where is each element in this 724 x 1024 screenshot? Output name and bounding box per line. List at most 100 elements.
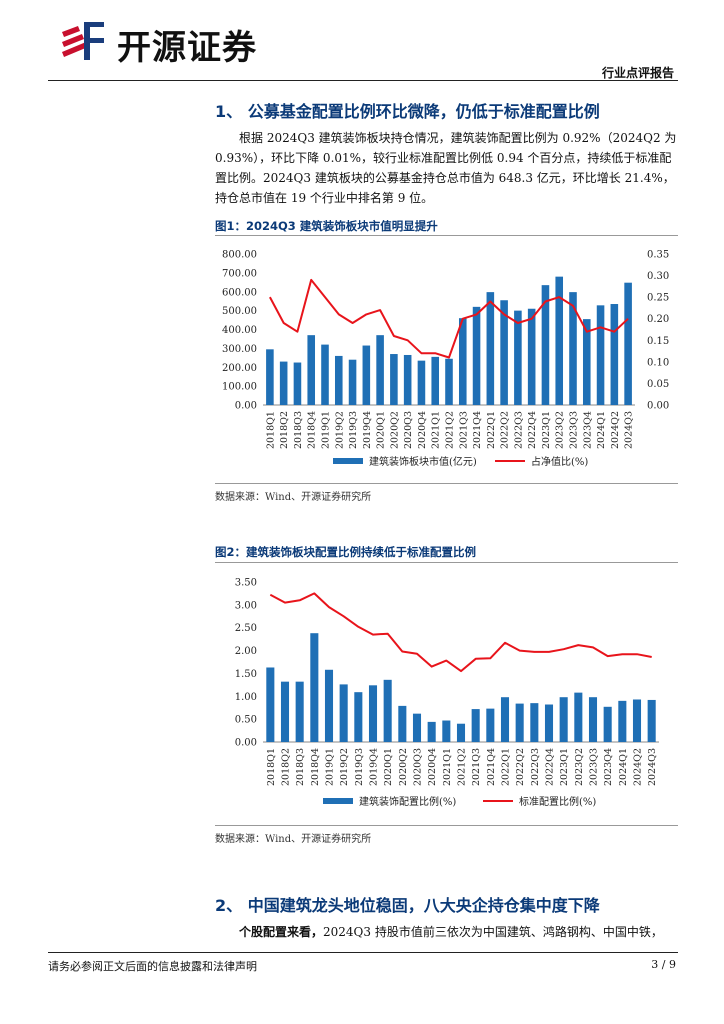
bar: [610, 304, 619, 405]
x-tick-label: 2019Q2: [334, 411, 345, 449]
bar: [412, 713, 422, 742]
x-tick-label: 2021Q4: [486, 748, 497, 786]
bar: [559, 697, 568, 742]
y2-tick-label: 0.35: [647, 250, 669, 261]
bar: [368, 685, 378, 742]
series-line: [269, 278, 629, 359]
y-tick-label: 500.00: [222, 306, 257, 317]
figure1-title: 图1：2024Q3 建筑装饰板块市值明显提升: [215, 219, 438, 233]
section2-title: 2、 中国建筑龙头地位稳固，八大央企持仓集中度下降: [215, 896, 600, 915]
para-line: 置比例。2024Q3 建筑板块的公募基金持仓总市值为 648.3 亿元，环比增长…: [215, 171, 675, 185]
footer-disclaimer: 请务必参阅正文后面的信息披露和法律声明: [48, 960, 257, 973]
x-tick-label: 2022Q3: [530, 748, 541, 786]
x-tick-label: 2020Q4: [427, 748, 438, 786]
bar: [618, 700, 627, 742]
y-tick-label: 0.50: [235, 715, 257, 726]
y-tick-label: 2.50: [235, 623, 257, 634]
chart2: 0.00 0.50 1.00 1.50 2.00 2.50 3.00 3.50 2018Q1 20…: [235, 578, 659, 808]
x-tick-label: 2019Q2: [339, 748, 350, 786]
y-tick-label: 1.00: [235, 692, 257, 703]
bar: [417, 360, 426, 405]
y2-tick-label: 0.25: [647, 293, 669, 304]
x-tick-label: 2019Q4: [362, 411, 373, 449]
y2-tick-label: 0.20: [647, 314, 669, 325]
bar: [431, 356, 440, 405]
x-tick-label: 2021Q3: [458, 411, 469, 449]
bar: [544, 704, 554, 742]
figure1-source: 数据来源：Wind、开源证券研究所: [215, 492, 372, 503]
y2-tick-label: 0.00: [647, 401, 669, 412]
bar: [541, 285, 550, 405]
x-tick-label: 2019Q1: [321, 411, 332, 449]
bar: [456, 723, 466, 742]
x-tick-label: 2021Q1: [431, 411, 442, 449]
chart1: 0.00 100.00 200.00 300.00 400.00 500.00 600.00…: [222, 250, 669, 469]
legend-bar-label: 建筑装饰配置比例(%): [359, 795, 456, 808]
y-tick-label: 0.00: [235, 401, 257, 412]
x-tick-label: 2018Q4: [307, 411, 318, 449]
series-line: [269, 592, 652, 673]
x-tick-label: 2020Q1: [383, 748, 394, 786]
x-tick-label: 2023Q2: [555, 411, 566, 449]
figure2-source: 数据来源：Wind、开源证券研究所: [215, 834, 372, 845]
x-tick-label: 2021Q2: [445, 411, 456, 449]
x-tick-label: 2022Q1: [501, 748, 512, 786]
x-tick-label: 2024Q3: [647, 748, 658, 786]
x-tick-label: 2024Q3: [624, 411, 635, 449]
legend-bar-label: 建筑装饰板块市值(亿元): [369, 455, 477, 468]
y-tick-label: 1.50: [235, 669, 257, 680]
header-rule: [48, 80, 678, 81]
bar: [527, 308, 536, 405]
figure2-top-rule: [215, 562, 678, 563]
x-tick-label: 2018Q4: [310, 748, 321, 786]
bar: [334, 355, 343, 405]
figure2-title: 图2：建筑装饰板块配置比例持续低于标准配置比例: [215, 545, 476, 559]
figure2-bottom-rule: [215, 825, 678, 826]
x-tick-label: 2022Q1: [486, 411, 497, 449]
x-tick-label: 2022Q4: [527, 411, 538, 449]
bar: [472, 306, 481, 405]
x-tick-label: 2020Q3: [413, 748, 424, 786]
y2-tick-label: 0.05: [647, 379, 669, 390]
bar: [574, 692, 583, 742]
x-tick-label: 2018Q3: [293, 411, 304, 449]
x-tick-label: 2018Q1: [266, 748, 277, 786]
bar: [569, 292, 577, 405]
legend-bar-swatch: [323, 798, 353, 804]
bar: [427, 721, 436, 742]
x-tick-label: 2024Q1: [618, 748, 629, 786]
bar: [310, 633, 319, 742]
x-tick-label: 2023Q3: [589, 748, 600, 786]
y-tick-label: 100.00: [222, 382, 257, 393]
x-tick-label: 2024Q2: [610, 411, 621, 449]
bar: [339, 684, 348, 742]
x-tick-label: 2019Q3: [354, 748, 365, 786]
legend-line-label: 占净值比(%): [531, 455, 588, 468]
x-tick-label: 2024Q1: [596, 411, 607, 449]
bar: [295, 681, 304, 742]
x-tick-label: 2019Q4: [369, 748, 380, 786]
bar: [632, 699, 642, 742]
bar: [588, 697, 598, 742]
bar: [354, 692, 363, 742]
x-tick-label: 2023Q2: [574, 748, 585, 786]
bar: [266, 667, 275, 742]
x-tick-label: 2024Q2: [633, 748, 644, 786]
bar: [582, 319, 591, 405]
section2-paragraph: 个股配置来看，2024Q3 持股市值前三依次为中国建筑、鸿路钢构、中国中铁，: [215, 922, 678, 942]
bar: [390, 354, 398, 405]
bar: [324, 669, 334, 742]
bar: [486, 708, 495, 742]
bar: [280, 681, 290, 742]
x-tick-label: 2022Q2: [515, 748, 526, 786]
bar: [293, 362, 302, 405]
footer-rule: [48, 952, 678, 953]
bar: [458, 318, 467, 405]
y2-tick-label: 0.10: [647, 357, 669, 368]
x-tick-label: 2019Q1: [325, 748, 336, 786]
figure1-top-rule: [215, 235, 678, 236]
page-number: 3 / 9: [651, 958, 676, 971]
bar: [442, 720, 451, 742]
bar: [624, 282, 632, 405]
x-tick-label: 2022Q3: [513, 411, 524, 449]
